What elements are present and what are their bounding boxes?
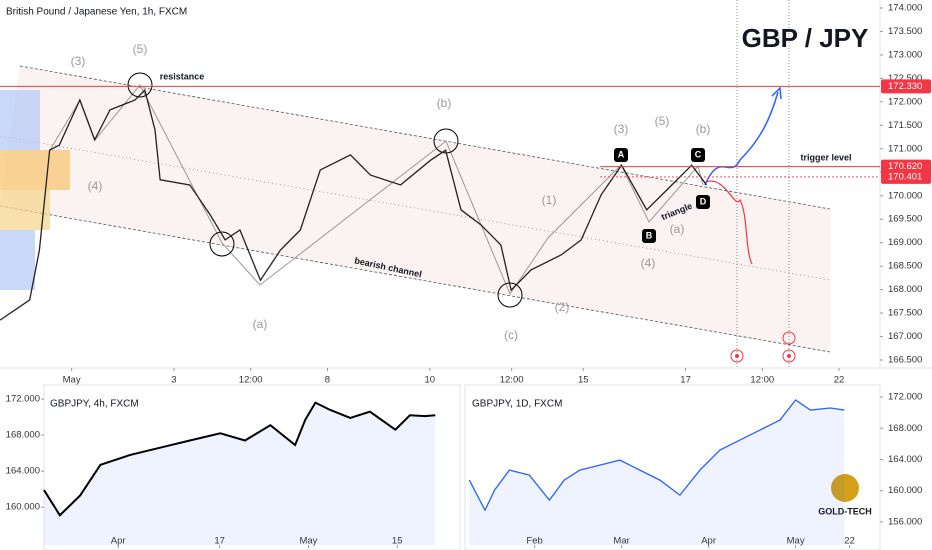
y-tick-label: 171.000 (888, 143, 922, 154)
x-tick-label: Feb (526, 536, 542, 547)
y-tick-label: 160.000 (888, 485, 922, 496)
headline: GBP / JPY (742, 23, 869, 53)
logo-badge (831, 474, 859, 502)
y-tick-label: 173.000 (888, 49, 922, 60)
x-tick-label: May (299, 536, 317, 547)
point-box (691, 148, 705, 162)
panel (464, 384, 881, 550)
y-tick-label: 168.000 (6, 430, 40, 441)
point-label: A (618, 149, 625, 159)
annotation: resistance (160, 71, 205, 81)
annotation: (5) (133, 42, 148, 56)
point-box (696, 195, 710, 209)
x-tick-label: 10 (424, 375, 435, 386)
x-tick-label: 15 (578, 375, 589, 386)
y-tick-label: 160.000 (6, 502, 40, 513)
bear-projection (705, 180, 753, 265)
point-label: B (646, 230, 653, 240)
area (469, 399, 845, 545)
annotation: (4) (641, 256, 656, 270)
channel-mid (0, 135, 831, 281)
annotation: (2) (555, 300, 570, 314)
annotation: (4) (88, 179, 103, 193)
y-tick-label: 168.500 (888, 261, 922, 272)
level-tag (881, 79, 931, 94)
y-tick-label: 172.000 (888, 96, 922, 107)
y-tick-label: 170.000 (888, 190, 922, 201)
chart-title: British Pound / Japanese Yen, 1h, FXCM (6, 7, 187, 18)
x-tick-label: May (63, 375, 81, 386)
x-tick-label: 17 (680, 375, 691, 386)
level-label: 170.401 (888, 171, 922, 182)
x-tick-label: 17 (214, 536, 225, 547)
targets (730, 331, 796, 363)
y-tick-label: 167.500 (888, 308, 922, 319)
x-tick-label: 12:00 (500, 375, 524, 386)
x-tick-label: 15 (392, 536, 403, 547)
y-tick-label: 156.000 (888, 516, 922, 527)
annotation: (a) (670, 222, 685, 236)
channel-upper (19, 65, 831, 210)
x-tick-label: May (787, 536, 805, 547)
y-tick-label: 169.500 (888, 214, 922, 225)
x-tick-label: 8 (325, 375, 330, 386)
x-tick-label: 3 (171, 375, 176, 386)
y-tick-label: 168.000 (888, 423, 922, 434)
price-line (43, 401, 436, 517)
bull-projection (704, 91, 779, 186)
annotation: (1) (542, 193, 557, 207)
annotation: (a) (253, 317, 268, 331)
panel-title: GBPJPY, 1D, FXCM (472, 399, 562, 410)
arrow-head (771, 86, 782, 100)
y-tick-label: 173.500 (888, 26, 922, 37)
annotation: (c) (504, 328, 518, 342)
x-tick-label: Mar (613, 536, 629, 547)
panel (43, 384, 461, 550)
x-tick-label: Apr (701, 536, 716, 547)
y-tick-label: 171.500 (888, 120, 922, 131)
channel-lower (0, 205, 831, 353)
y-tick-label: 164.000 (6, 466, 40, 477)
y-tick-label: 174.000 (888, 2, 922, 13)
annotation: trigger level (800, 152, 851, 162)
y-tick-label: 168.000 (888, 284, 922, 295)
x-tick-label: 22 (844, 536, 855, 547)
volume-profile (0, 90, 70, 290)
point-label: D (700, 196, 707, 206)
logo: GOLD-TECH (818, 506, 872, 516)
y-tick-label: 172.000 (888, 392, 922, 403)
x-tick-label: 12:00 (239, 375, 263, 386)
y-tick-label: 169.000 (888, 237, 922, 248)
x-tick-label: 22 (834, 375, 845, 386)
level-label: 170.620 (888, 161, 922, 172)
y-tick-label: 167.000 (888, 331, 922, 342)
x-tick-label: Apr (111, 536, 126, 547)
area (44, 402, 436, 545)
point-label: C (695, 149, 702, 159)
x-tick-label: 12:00 (750, 375, 774, 386)
point-box (614, 148, 628, 162)
level-label: 172.330 (888, 81, 922, 92)
price-line (468, 399, 845, 512)
annotation: (b) (696, 122, 711, 136)
channel-fill (0, 66, 830, 352)
annotation: (5) (655, 114, 670, 128)
level-tag (881, 169, 931, 184)
annotation: (3) (614, 122, 629, 136)
y-tick-label: 164.000 (888, 454, 922, 465)
y-tick-label: 172.000 (6, 394, 40, 405)
panel-title: GBPJPY, 4h, FXCM (50, 399, 139, 410)
annotation: (b) (437, 96, 452, 110)
y-tick-label: 172.500 (888, 73, 922, 84)
annotation: (3) (71, 54, 86, 68)
point-box (642, 229, 656, 243)
y-tick-label: 166.500 (888, 355, 922, 366)
price-line (0, 88, 708, 321)
